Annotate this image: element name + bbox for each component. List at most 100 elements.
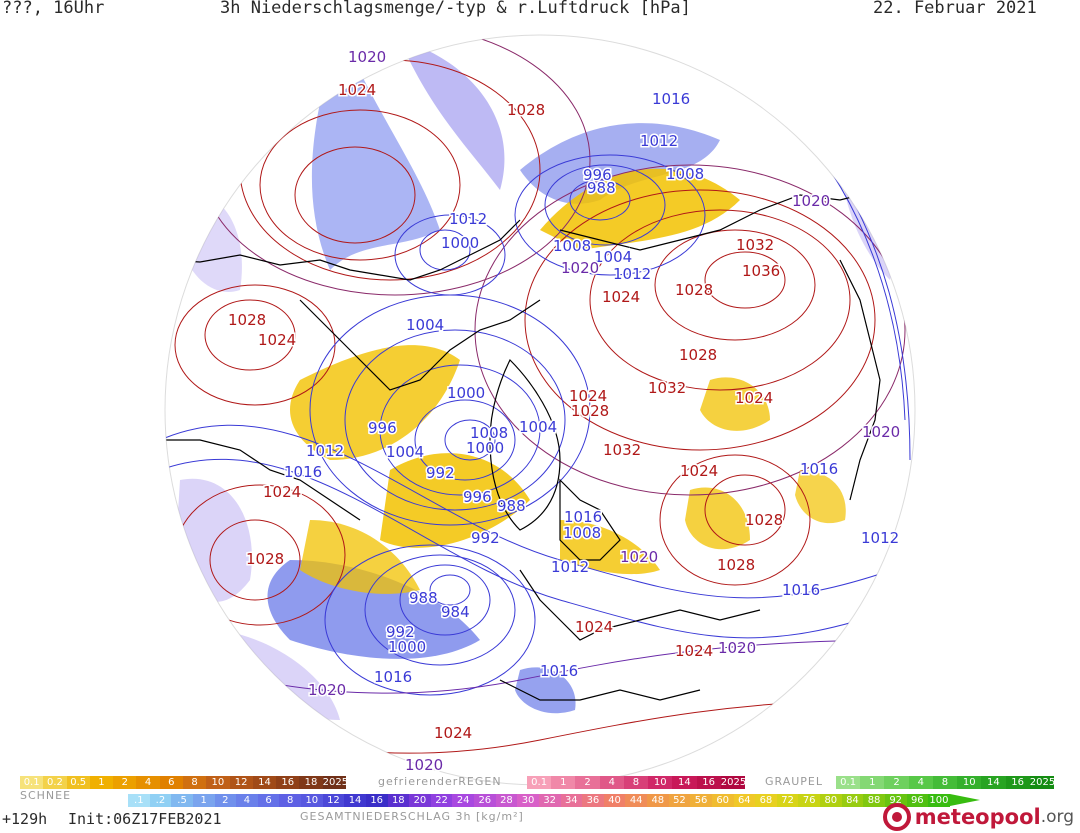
init-time: Init:06Z17FEB2021 [68, 810, 222, 828]
pressure-label-high: 1024 [675, 642, 713, 660]
legend-swatch: 0.1 [527, 776, 552, 789]
legend-swatch: 2025+ [720, 776, 755, 789]
legend-swatch: 2 [575, 776, 600, 789]
legend-swatch: 4 [136, 776, 160, 789]
legend-swatch: 1 [192, 794, 215, 807]
pressure-label-high: 1028 [675, 281, 713, 299]
pressure-label-low: 1000 [388, 638, 426, 656]
pressure-label-low: 1012 [449, 210, 487, 228]
pressure-label-low: 988 [587, 179, 616, 197]
legend-swatch: 26 [474, 794, 496, 807]
legend-swatch: 0.2 [43, 776, 67, 789]
low-arctic-3 [379, 364, 541, 496]
legend-swatch: 36 [582, 794, 604, 807]
pressure-label-low: 1016 [652, 90, 690, 108]
legend-swatch: 2 [884, 776, 909, 789]
pressure-label-low: 1016 [284, 463, 322, 481]
pressure-label-high: 1024 [338, 81, 376, 99]
total-precip-legend: .1.2.5 1 2 4 6 8 10 12 14 16 18 20 22 24 26 28 30 32 34 36 4… [128, 794, 950, 807]
pressure-label-high: 1028 [507, 101, 545, 119]
legend-swatch: 30 [517, 794, 539, 807]
coast-alaska [165, 219, 521, 281]
legend-swatch: 16 [696, 776, 721, 789]
legend-swatch: 0.1 [836, 776, 861, 789]
high-siberia-2 [654, 229, 816, 341]
graupel-legend: 0.1 1 2 4 8 10 14 16 2025+ [836, 776, 1064, 789]
pressure-label-high: 1028 [246, 550, 284, 568]
pressure-label-high: 1024 [258, 331, 296, 349]
pressure-label-high: 1024 [680, 462, 718, 480]
legend-swatch: 68 [755, 794, 777, 807]
legend-swatch: 6 [257, 794, 280, 807]
snow-europe [560, 520, 660, 575]
legend-swatch: 6 [159, 776, 183, 789]
location-time: ???, 16Uhr [2, 0, 105, 18]
high-pacific-2 [259, 109, 461, 261]
legend-swatch: 32 [538, 794, 561, 807]
coastlines [165, 189, 906, 701]
pressure-label-low: 1020 [561, 259, 599, 277]
pressure-label-high: 1024 [263, 483, 301, 501]
legend-swatch: 10 [957, 776, 982, 789]
pressure-label-low: 1020 [620, 548, 658, 566]
pressure-label-low: 992 [386, 623, 415, 641]
pressure-label-high: 1024 [575, 618, 613, 636]
high-asia-2 [659, 454, 811, 586]
legend-swatch: 18 [299, 776, 323, 789]
pressure-label-high: 1032 [603, 441, 641, 459]
pressure-label-high: 1024 [434, 724, 472, 742]
rain-atlantic [267, 560, 480, 659]
meteopool-logo[interactable]: meteopool .org [882, 803, 1074, 831]
isobar-sweep-1 [165, 424, 915, 599]
legend-arrow-icon [950, 794, 980, 806]
pressure-label-low: 1008 [553, 237, 591, 255]
pressure-label-high: 1024 [735, 389, 773, 407]
pressure-label-low: 1012 [613, 265, 651, 283]
pressure-label-high: 1028 [571, 402, 609, 420]
pressure-label-low: 996 [463, 488, 492, 506]
legend-swatch: 16 [1005, 776, 1030, 789]
pressure-label-low: 1020 [718, 639, 756, 657]
pressure-label-high: 1028 [717, 556, 755, 574]
pressure-label-low: 1012 [551, 558, 589, 576]
forecast-date: 22. Februar 2021 [873, 0, 1037, 18]
high-siberia-1 [704, 251, 786, 309]
lead-time: +129h [2, 810, 48, 828]
pressure-label-low: 1000 [447, 384, 485, 402]
rain-band-north [520, 123, 720, 204]
pressure-label-low: 1004 [519, 418, 557, 436]
high-us-1 [204, 299, 296, 371]
snow-canada [290, 345, 460, 460]
legend-swatch: 2 [113, 776, 137, 789]
pressure-label-low: 1004 [386, 443, 424, 461]
high-atlantic-1 [209, 519, 301, 601]
pressure-label-low: 1020 [308, 681, 346, 699]
coast-greenland [489, 358, 561, 531]
pressure-label-high: 1036 [742, 262, 780, 280]
legend-swatch: 20 [409, 794, 431, 807]
legend-swatch: 4 [599, 776, 624, 789]
legend-swatch: 24 [452, 794, 474, 807]
rain-band-alaska [400, 40, 505, 190]
legend-swatch: 12 [322, 794, 345, 807]
high-siberia-4 [524, 189, 876, 451]
pressure-label-high: 1028 [679, 346, 717, 364]
low-iceland-1 [429, 574, 471, 606]
legend-swatch: 52 [668, 794, 691, 807]
legend-swatch: 4 [236, 794, 258, 807]
pressure-label-high: 1024 [602, 288, 640, 306]
legend-swatch: 2025+ [322, 776, 357, 789]
snow-legend: 0.1 0.2 0.5 1 2 4 6 8 10 12 14 16 18 2025+ [20, 776, 357, 789]
legend-swatch: 28 [495, 794, 518, 807]
low-bering-1 [419, 229, 471, 271]
legend-swatch: 10 [301, 794, 323, 807]
coast-asia-east [839, 259, 881, 501]
legend-swatch: 8 [279, 794, 301, 807]
snow-label: SCHNEE [20, 789, 72, 802]
pressure-label-low: 1016 [800, 460, 838, 478]
pressure-label-low: 1000 [441, 234, 479, 252]
coast-canada [299, 299, 541, 391]
legend-swatch: 4 [908, 776, 933, 789]
coast-europe [519, 569, 761, 641]
coast-canada-south [165, 439, 361, 521]
